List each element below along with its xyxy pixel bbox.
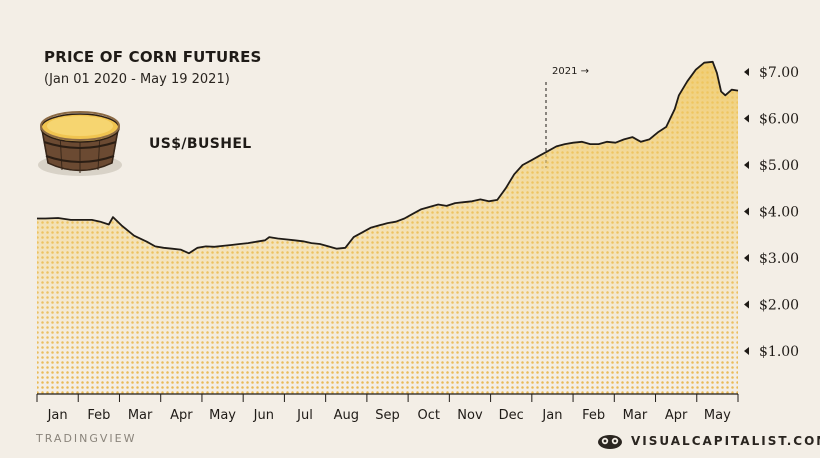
- price-line: [37, 60, 739, 255]
- year-annotation: 2021 →: [552, 66, 589, 77]
- y-marker-icon: [744, 68, 749, 76]
- x-tick-label: Mar: [623, 408, 648, 423]
- y-tick-label: $4.00: [759, 205, 799, 221]
- y-marker-icon: [744, 254, 749, 262]
- price-area-fade: [37, 61, 738, 395]
- x-tick-label: Feb: [87, 408, 110, 423]
- y-labels: $7.00 $6.00 $5.00 $4.00 $3.00 $2.00 $1.00: [744, 65, 799, 360]
- x-tick-label: Jan: [47, 408, 68, 423]
- x-tick-label: Apr: [665, 408, 688, 423]
- y-tick-label: $3.00: [759, 251, 799, 267]
- y-marker-icon: [744, 114, 749, 123]
- x-tick-label: Jan: [541, 408, 562, 423]
- x-tick-label: Dec: [499, 408, 524, 423]
- x-tick-label: May: [209, 408, 236, 423]
- y-marker-icon: [744, 161, 749, 169]
- x-tick-label: Feb: [582, 408, 605, 423]
- x-tick-label: Oct: [417, 408, 439, 423]
- x-tick-label: Aug: [334, 408, 359, 423]
- y-tick-label: $2.00: [759, 298, 799, 314]
- x-tick-label: Sep: [375, 408, 400, 423]
- y-marker-icon: [744, 207, 749, 216]
- y-tick-label: $6.00: [759, 112, 799, 128]
- y-tick-label: $1.00: [759, 344, 799, 360]
- brand-logo-icon: [598, 435, 622, 449]
- y-tick-label: $5.00: [759, 158, 799, 174]
- y-marker-icon: [744, 300, 749, 309]
- x-labels: Jan Feb Mar Apr May Jun Jul Aug Sep Oct Nov Dec Jan F…: [47, 408, 732, 423]
- y-tick-label: $7.00: [759, 65, 799, 81]
- brand: VISUALCAPITALIST.COM: [596, 432, 820, 450]
- brand-text: VISUALCAPITALIST.COM: [631, 434, 820, 448]
- x-tick-label: May: [704, 408, 731, 423]
- chart-title: PRICE OF CORN FUTURES: [44, 48, 262, 66]
- source-label: TRADINGVIEW: [36, 432, 137, 445]
- corn-basket-icon: [38, 111, 122, 176]
- chart-subtitle: (Jan 01 2020 - May 19 2021): [44, 72, 230, 87]
- x-tick-label: Apr: [170, 408, 193, 423]
- x-ticks: [36, 394, 739, 402]
- x-tick-label: Jun: [253, 408, 274, 423]
- x-tick-label: Jul: [296, 408, 313, 423]
- unit-label: US$/BUSHEL: [149, 136, 252, 152]
- y-marker-icon: [744, 347, 749, 355]
- x-tick-label: Nov: [457, 408, 483, 423]
- x-tick-label: Mar: [128, 408, 153, 423]
